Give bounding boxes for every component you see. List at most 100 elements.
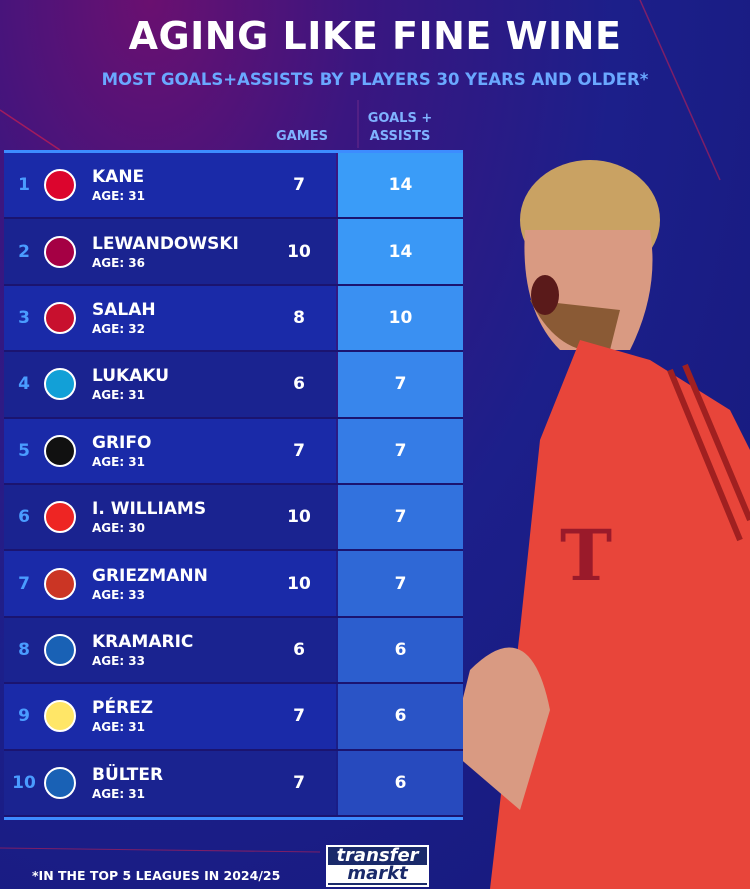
player-age: AGE: 31 xyxy=(92,786,146,801)
player-cell: 5 GRIFO AGE: 31 7 xyxy=(4,418,336,483)
subtitle: MOST GOALS+ASSISTS BY PLAYERS 30 YEARS A… xyxy=(101,70,649,89)
games-value: 10 xyxy=(287,507,311,528)
player-info: I. WILLIAMS AGE: 30 xyxy=(92,498,206,536)
games-value: 7 xyxy=(293,440,305,461)
rank: 4 xyxy=(18,374,30,395)
player-name: KRAMARIC xyxy=(92,631,194,652)
atletico-crest-icon xyxy=(44,567,76,600)
player-age: AGE: 31 xyxy=(92,454,146,469)
hoffenheim-crest-icon xyxy=(44,633,76,666)
goals-assists-value: 7 xyxy=(338,551,463,616)
table-row: 1 KANE AGE: 31 7 14 xyxy=(4,153,463,220)
freiburg-crest-icon xyxy=(44,434,76,467)
goals-assists-value: 14 xyxy=(338,219,463,284)
player-name: GRIFO xyxy=(92,432,152,453)
rank: 3 xyxy=(18,307,30,328)
games-header: GAMES xyxy=(276,129,328,144)
player-info: BÜLTER AGE: 31 xyxy=(92,764,163,802)
goals-assists-value: 6 xyxy=(338,750,463,815)
player-cell: 2 LEWANDOWSKI AGE: 36 10 xyxy=(4,219,336,284)
goals-assists-value: 7 xyxy=(338,484,463,550)
goals-assists-header-line1: GOALS + xyxy=(367,111,433,126)
table-row: 7 GRIEZMANN AGE: 33 10 7 xyxy=(4,551,463,618)
player-cell: 6 I. WILLIAMS AGE: 30 10 xyxy=(4,484,336,550)
rank: 2 xyxy=(18,241,30,262)
table-row: 5 GRIFO AGE: 31 7 7 xyxy=(4,418,463,485)
player-info: GRIEZMANN AGE: 33 xyxy=(92,565,208,603)
player-info: LUKAKU AGE: 31 xyxy=(92,365,169,403)
bayern-crest-icon xyxy=(44,169,76,202)
player-name: I. WILLIAMS xyxy=(92,499,207,520)
table-row: 4 LUKAKU AGE: 31 6 7 xyxy=(4,352,463,419)
player-info: SALAH AGE: 32 xyxy=(92,299,156,337)
goals-assists-value: 14 xyxy=(338,153,463,218)
liverpool-crest-icon xyxy=(44,301,76,334)
player-name: KANE xyxy=(92,167,145,188)
goals-assists-header-line2: ASSISTS xyxy=(369,129,431,144)
hoffenheim-crest-icon xyxy=(44,766,76,799)
table-row: 10 BÜLTER AGE: 31 7 6 xyxy=(4,750,463,817)
player-age: AGE: 32 xyxy=(92,321,146,336)
player-age: AGE: 30 xyxy=(92,521,146,536)
ranking-table: 1 KANE AGE: 31 7 14 2 LEWANDOWSKI AGE: 3… xyxy=(4,150,463,820)
table-row: 9 PÉREZ AGE: 31 7 6 xyxy=(4,684,463,751)
title: AGING LIKE FINE WINE xyxy=(128,14,622,58)
table-row: 8 KRAMARIC AGE: 33 6 6 xyxy=(4,617,463,685)
goals-assists-value: 6 xyxy=(338,684,463,749)
goals-assists-value: 7 xyxy=(338,418,463,483)
rank: 10 xyxy=(12,772,36,793)
player-name: LEWANDOWSKI xyxy=(92,233,239,254)
rank: 9 xyxy=(18,706,30,727)
rank: 7 xyxy=(18,573,30,594)
player-name: BÜLTER xyxy=(92,764,164,785)
games-value: 7 xyxy=(293,772,305,793)
player-cell: 7 GRIEZMANN AGE: 33 10 xyxy=(4,551,336,616)
player-info: KRAMARIC AGE: 33 xyxy=(92,631,193,669)
player-age: AGE: 33 xyxy=(92,653,146,668)
rank: 8 xyxy=(18,639,30,660)
goals-assists-value: 10 xyxy=(338,285,463,351)
player-cell: 4 LUKAKU AGE: 31 6 xyxy=(4,352,336,417)
player-name: LUKAKU xyxy=(92,366,170,387)
athletic-crest-icon xyxy=(44,501,76,534)
transfermarkt-logo: transfer markt xyxy=(326,845,429,887)
napoli-crest-icon xyxy=(44,368,76,401)
player-cell: 8 KRAMARIC AGE: 33 6 xyxy=(4,617,336,683)
games-value: 7 xyxy=(293,706,305,727)
games-value: 10 xyxy=(287,241,311,262)
games-value: 6 xyxy=(293,374,305,395)
table-row: 6 I. WILLIAMS AGE: 30 10 7 xyxy=(4,484,463,552)
games-value: 8 xyxy=(293,307,305,328)
player-age: AGE: 31 xyxy=(92,388,146,403)
footnote: *IN THE TOP 5 LEAGUES IN 2024/25 xyxy=(32,868,281,883)
player-name: GRIEZMANN xyxy=(92,565,208,586)
player-cell: 3 SALAH AGE: 32 8 xyxy=(4,285,336,351)
games-value: 10 xyxy=(287,573,311,594)
player-cell: 1 KANE AGE: 31 7 xyxy=(4,153,336,218)
player-name: PÉREZ xyxy=(92,698,154,719)
table-row: 2 LEWANDOWSKI AGE: 36 10 14 xyxy=(4,219,463,286)
player-cell: 9 PÉREZ AGE: 31 7 xyxy=(4,684,336,749)
player-info: KANE AGE: 31 xyxy=(92,166,145,204)
logo-line1: transfer xyxy=(336,845,419,866)
villarreal-crest-icon xyxy=(44,700,76,733)
player-age: AGE: 33 xyxy=(92,587,146,602)
logo-line2: markt xyxy=(328,865,427,883)
rank: 1 xyxy=(18,175,30,196)
svg-text:T: T xyxy=(560,514,612,597)
barcelona-crest-icon xyxy=(44,235,76,268)
player-info: GRIFO AGE: 31 xyxy=(92,432,151,470)
goals-assists-header: GOALS + ASSISTS xyxy=(340,110,460,146)
games-value: 7 xyxy=(293,175,305,196)
player-info: PÉREZ AGE: 31 xyxy=(92,697,153,735)
player-age: AGE: 36 xyxy=(92,255,146,270)
player-cell: 10 BÜLTER AGE: 31 7 xyxy=(4,750,336,815)
player-age: AGE: 31 xyxy=(92,720,146,735)
table-row: 3 SALAH AGE: 32 8 10 xyxy=(4,285,463,353)
goals-assists-value: 6 xyxy=(338,617,463,683)
rank: 5 xyxy=(18,440,30,461)
goals-assists-value: 7 xyxy=(338,352,463,417)
games-value: 6 xyxy=(293,639,305,660)
player-age: AGE: 31 xyxy=(92,189,146,204)
player-name: SALAH xyxy=(92,299,156,320)
